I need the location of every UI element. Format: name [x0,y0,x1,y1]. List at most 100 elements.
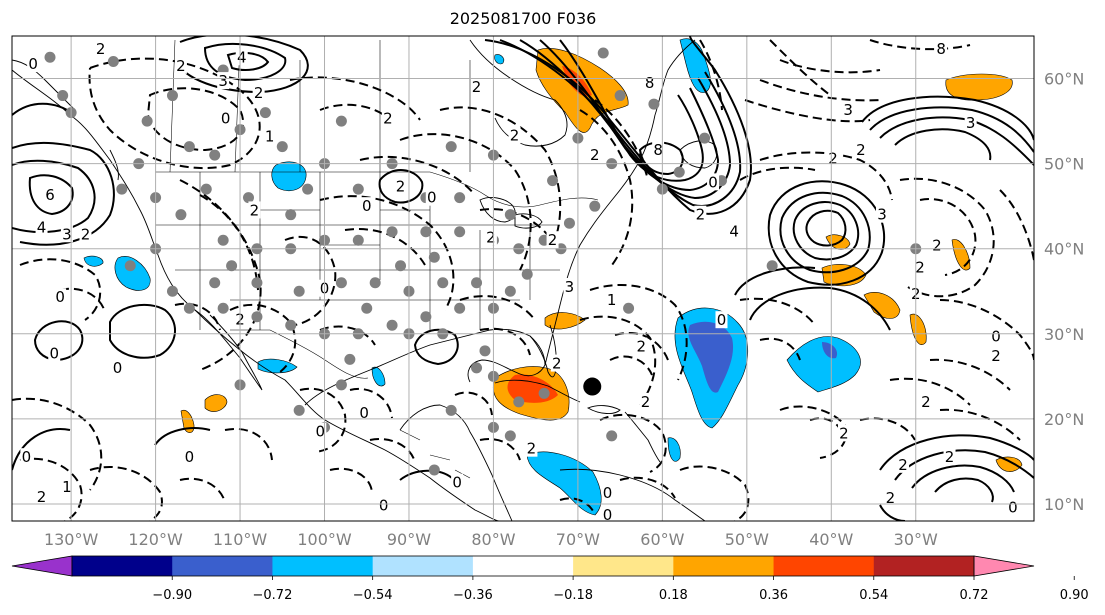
station-marker [547,175,559,187]
contour-label: 2 [828,150,838,168]
station-marker [471,277,483,289]
station-marker [226,260,238,272]
station-marker [217,302,229,314]
station-marker [175,209,187,221]
contour-label-backdrop [35,218,48,236]
contour-label: 2 [898,456,908,474]
longitude-label: 100°W [297,530,352,549]
contour-label-backdrop [935,39,948,57]
coast-south-america-north [559,468,706,521]
negative-anomaly-baffin [494,54,505,65]
latitude-label: 60°N [1044,70,1084,89]
colorbar-swatch [573,556,674,576]
contour-label-backdrop [525,439,538,457]
contour-label: 8 [936,40,946,58]
contour-label: 1 [265,127,275,145]
station-marker [276,141,288,153]
station-marker [251,277,263,289]
contour-label: 0 [113,359,123,377]
positive-anomaly-pacific-small [180,409,195,433]
colorbar-tick-label: 0.54 [859,588,888,603]
contour-label: 3 [565,278,575,296]
contour-label: 0 [379,497,389,515]
contour-label-backdrop [854,141,867,159]
contour-label-backdrop [989,327,1002,345]
contour-label-backdrop [639,392,652,410]
contour-label: 4 [37,218,47,236]
strong-negative-anomaly-east-central-atlantic [822,342,838,359]
contour-label-backdrop [183,448,196,466]
province-lines [169,39,471,173]
contour-label: 2 [176,57,186,75]
negative-anomaly-antilles [667,437,681,462]
station-marker [513,396,525,408]
contour-label: 1 [62,478,72,496]
station-marker [437,277,449,289]
station-marker [445,404,457,416]
contour-label-backdrop [842,101,855,119]
station-marker [335,379,347,391]
station-marker [454,302,466,314]
contour-label: 2 [636,338,646,356]
longitude-label: 80°W [471,530,515,549]
contour-label-backdrop [588,146,601,164]
station-marker [395,260,407,272]
contour-label-backdrop [20,448,33,466]
station-marker [614,90,626,102]
strong-negative-anomaly-central-atlantic [688,321,734,393]
map-frame [11,35,1035,522]
station-marker [344,353,356,365]
contour-label-backdrop [989,346,1002,364]
contour-label: 0 [427,189,437,207]
contour-label: 0 [49,344,59,362]
station-marker [538,387,550,399]
contour-label: 4 [729,223,739,241]
storm-center-marker [583,377,602,396]
station-marker [124,260,136,272]
contour-label: 2 [548,231,558,249]
coast-antilles [624,411,661,463]
positive-anomaly-azores-3 [909,313,927,345]
contour-label-backdrop [358,403,371,421]
colorbar-swatch [72,556,173,576]
contour-label-backdrop [27,55,40,73]
contour-label: 0 [708,173,718,191]
contour-label-backdrop [913,258,926,276]
contour-label-backdrop [837,424,850,442]
contour-label: 0 [28,55,38,73]
contour-label-backdrop [1006,498,1019,516]
contour-label: 0 [717,311,727,329]
contour-label: 2 [510,127,520,145]
contour-label-backdrop [470,78,483,96]
contour-label: 4 [237,48,247,66]
contour-label-backdrop [897,455,910,473]
contour-label: 2 [856,141,866,159]
colorbar-swatch [673,556,775,576]
longitude-label: 40°W [809,530,853,549]
contour-label: 0 [1008,498,1018,516]
contour-label: 0 [991,327,1001,345]
contour-label: 2 [991,347,1001,365]
contour-label-backdrop [884,489,897,507]
contour-label-backdrop [546,231,559,249]
contour-label-backdrop [252,84,265,102]
contour-label: 2 [839,424,849,442]
contour-label-backdrop [425,188,438,206]
contour-label: 2 [396,178,406,196]
contour-label: 0 [22,448,32,466]
colorbar-tick-label: 0.90 [1060,588,1089,603]
station-marker [293,285,305,297]
contour-label: 1 [607,291,617,309]
contour-label: 2 [81,225,91,243]
station-marker [183,141,195,153]
longitude-label: 110°W [213,530,268,549]
station-marker [251,311,263,323]
map-title: 2025081700 F036 [449,9,597,28]
contour-label-backdrop [728,222,741,240]
coast-east-us [544,114,656,366]
contour-label-backdrop [451,473,464,491]
coast-hudson-bay [469,39,568,147]
colorbar-swatch [172,556,273,576]
latitude-label: 20°N [1044,410,1084,429]
